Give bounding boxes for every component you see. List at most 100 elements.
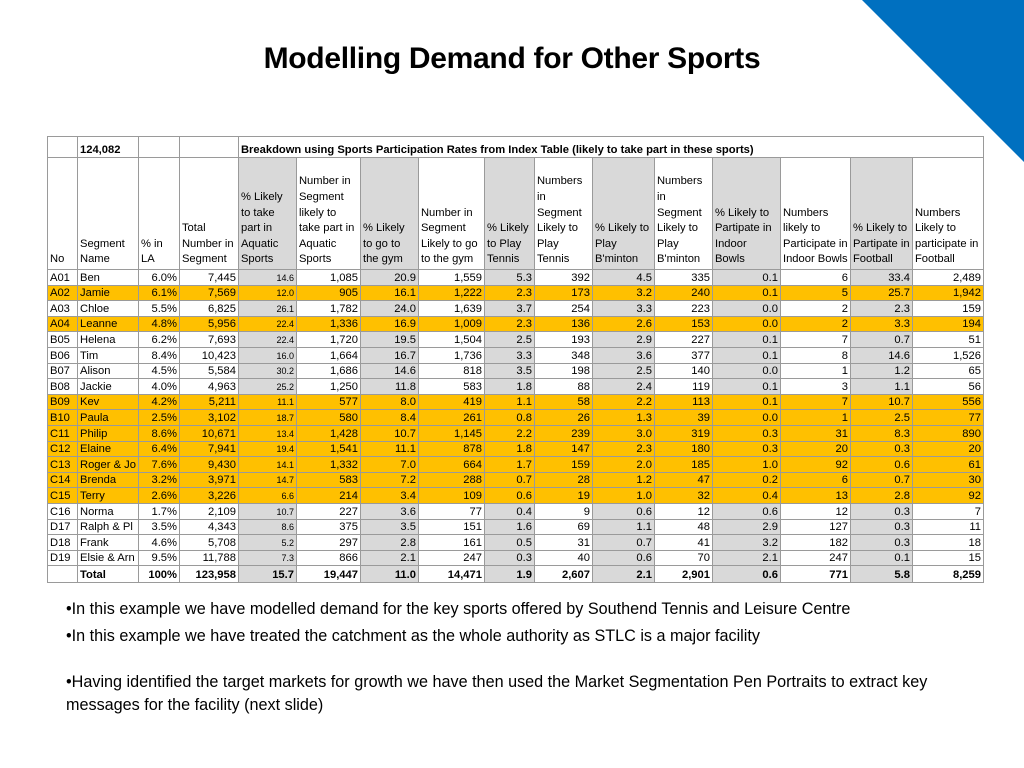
header-cell-segment-name: Segment Name [77, 157, 139, 270]
cell-pct-bowls: 0.1 [711, 269, 781, 286]
cell-no: C14 [47, 471, 78, 489]
table-top-blank-cell [137, 136, 180, 158]
bullet-item: •In this example we have modelled demand… [66, 600, 851, 618]
cell-pct-aquatic: 18.7 [237, 409, 297, 426]
cell-pct-in-la: 3.2% [137, 471, 180, 489]
total-cell-pct-gym: 11.0 [359, 565, 419, 584]
cell-segment-name: Paula [77, 409, 139, 426]
header-cell-num-aquatic: Number in Segment likely to take part in… [295, 157, 361, 270]
cell-segment-name: Frank [77, 534, 139, 551]
total-cell-no [47, 565, 78, 584]
cell-num-aquatic: 375 [295, 518, 361, 536]
cell-num-badminton: 39 [653, 409, 713, 426]
table-row: C14 Brenda 3.2% 3,971 14.7 583 7.2 288 0.7 28 1.2 4… [47, 471, 984, 489]
cell-total-number: 3,102 [178, 409, 239, 426]
cell-segment-name: Helena [77, 331, 139, 348]
cell-num-bowls: 13 [779, 487, 851, 504]
cell-pct-badminton: 2.2 [591, 393, 655, 411]
cell-num-tennis: 173 [533, 284, 593, 302]
cell-num-tennis: 69 [533, 518, 593, 536]
cell-pct-tennis: 0.4 [483, 502, 535, 520]
cell-segment-name: Elaine [77, 440, 139, 458]
cell-num-bowls: 2 [779, 300, 851, 317]
table-header-row: No Segment Name% in LA Total Number in Seg… [47, 157, 984, 270]
cell-pct-bowls: 2.1 [711, 549, 781, 567]
cell-pct-tennis: 2.2 [483, 424, 535, 442]
cell-total-number: 7,693 [178, 331, 239, 348]
cell-pct-aquatic: 11.1 [237, 393, 297, 411]
cell-pct-bowls: 0.1 [711, 378, 781, 395]
cell-num-gym: 109 [417, 487, 485, 504]
cell-num-badminton: 32 [653, 487, 713, 504]
cell-num-bowls: 1 [779, 409, 851, 426]
cell-segment-name: Philip [77, 424, 139, 442]
cell-pct-football: 10.7 [849, 393, 913, 411]
cell-total-number: 5,584 [178, 362, 239, 380]
cell-pct-aquatic: 16.0 [237, 346, 297, 364]
cell-num-football: 30 [911, 471, 984, 489]
table-row: C15 Terry 2.6% 3,226 6.6 214 3.4 109 0.6 19 1.0 32 0… [47, 487, 984, 504]
cell-pct-aquatic: 14.7 [237, 471, 297, 489]
cell-pct-aquatic: 19.4 [237, 440, 297, 458]
cell-pct-badminton: 1.3 [591, 409, 655, 426]
cell-pct-aquatic: 26.1 [237, 300, 297, 317]
cell-pct-bowls: 0.2 [711, 471, 781, 489]
cell-num-badminton: 70 [653, 549, 713, 567]
cell-num-tennis: 348 [533, 346, 593, 364]
cell-pct-football: 3.3 [849, 315, 913, 333]
cell-pct-in-la: 7.6% [137, 456, 180, 473]
cell-total-number: 6,825 [178, 300, 239, 317]
cell-num-gym: 1,559 [417, 269, 485, 286]
total-cell-pct-in-la: 100% [137, 565, 180, 584]
cell-pct-in-la: 6.1% [137, 284, 180, 302]
cell-no: A04 [47, 315, 78, 333]
cell-num-tennis: 136 [533, 315, 593, 333]
cell-total-number: 5,708 [178, 534, 239, 551]
cell-total-number: 3,226 [178, 487, 239, 504]
cell-pct-tennis: 0.5 [483, 534, 535, 551]
table-row: A03 Chloe 5.5% 6,825 26.1 1,782 24.0 1,639 3.7 25… [47, 300, 984, 317]
cell-no: D19 [47, 549, 78, 567]
cell-segment-name: Ben [77, 269, 139, 286]
cell-pct-aquatic: 25.2 [237, 378, 297, 395]
table-row: C11 Philip 8.6% 10,671 13.4 1,428 10.7 1,145 2.2… [47, 424, 984, 442]
cell-pct-badminton: 3.3 [591, 300, 655, 317]
cell-num-gym: 1,222 [417, 284, 485, 302]
cell-pct-tennis: 0.6 [483, 487, 535, 504]
cell-pct-bowls: 0.1 [711, 284, 781, 302]
cell-num-gym: 419 [417, 393, 485, 411]
cell-pct-gym: 3.6 [359, 502, 419, 520]
cell-pct-gym: 2.1 [359, 549, 419, 567]
cell-pct-gym: 8.4 [359, 409, 419, 426]
cell-pct-gym: 11.1 [359, 440, 419, 458]
cell-pct-tennis: 0.7 [483, 471, 535, 489]
cell-num-badminton: 113 [653, 393, 713, 411]
cell-pct-tennis: 0.3 [483, 549, 535, 567]
cell-segment-name: Terry [77, 487, 139, 504]
cell-num-badminton: 377 [653, 346, 713, 364]
cell-pct-in-la: 2.6% [137, 487, 180, 504]
cell-num-bowls: 8 [779, 346, 851, 364]
total-cell-num-gym: 14,471 [417, 565, 485, 584]
cell-num-gym: 583 [417, 378, 485, 395]
cell-total-number: 11,788 [178, 549, 239, 567]
cell-num-badminton: 41 [653, 534, 713, 551]
cell-num-aquatic: 1,085 [295, 269, 361, 286]
total-cell-total-number: 123,958 [178, 565, 239, 584]
cell-num-football: 65 [911, 362, 984, 380]
cell-segment-name: Elsie & Arn [77, 549, 139, 567]
cell-pct-gym: 8.0 [359, 393, 419, 411]
cell-pct-aquatic: 7.3 [237, 549, 297, 567]
cell-num-football: 15 [911, 549, 984, 567]
cell-num-tennis: 159 [533, 456, 593, 473]
cell-pct-football: 1.1 [849, 378, 913, 395]
cell-pct-badminton: 0.7 [591, 534, 655, 551]
cell-no: B05 [47, 331, 78, 348]
cell-total-number: 7,445 [178, 269, 239, 286]
cell-segment-name: Norma [77, 502, 139, 520]
cell-no: D18 [47, 534, 78, 551]
cell-num-badminton: 140 [653, 362, 713, 380]
cell-no: B08 [47, 378, 78, 395]
corner-accent-triangle [862, 0, 1024, 162]
cell-pct-in-la: 4.8% [137, 315, 180, 333]
